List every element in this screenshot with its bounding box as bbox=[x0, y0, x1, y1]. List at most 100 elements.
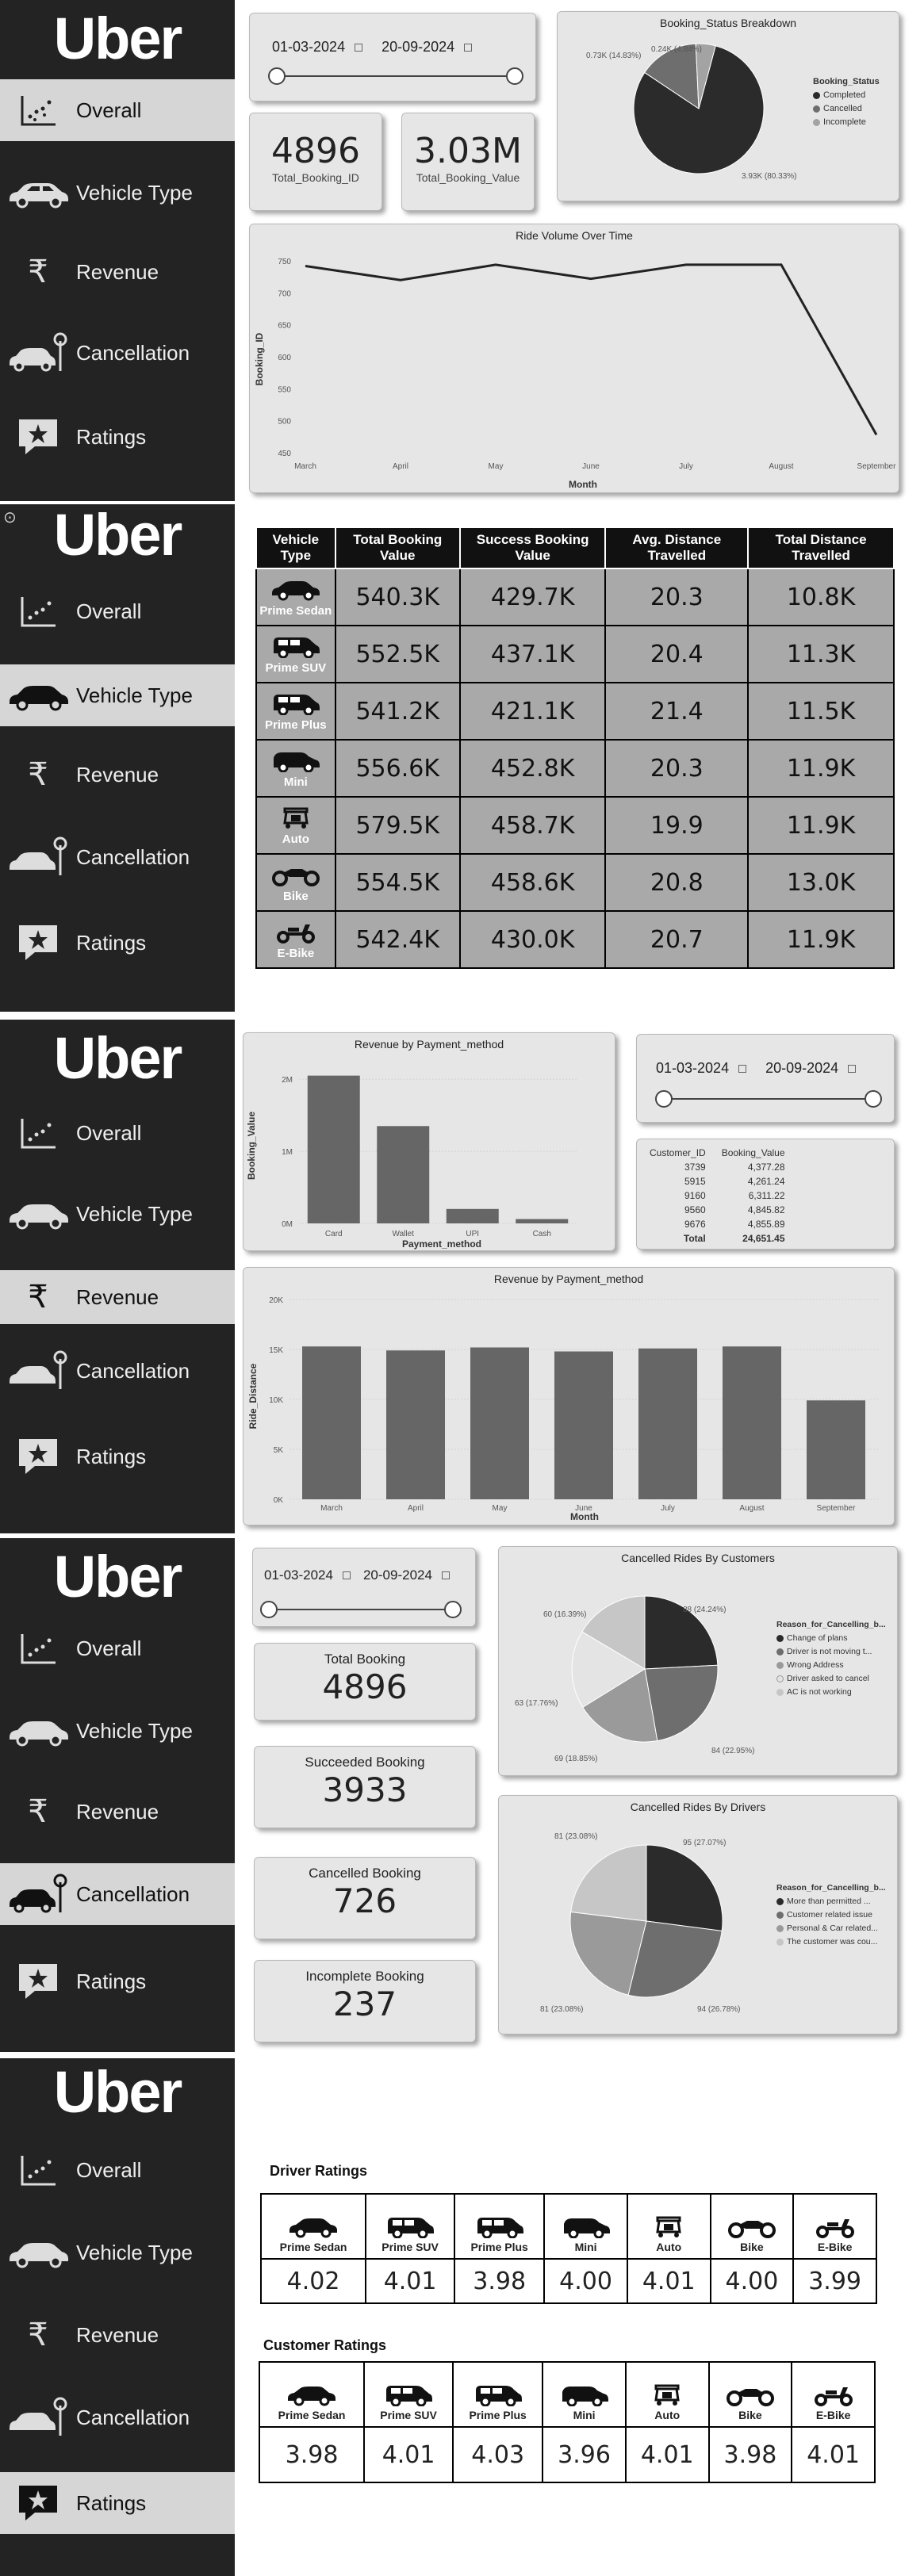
bar[interactable] bbox=[470, 1347, 529, 1499]
pie-slice[interactable] bbox=[644, 1595, 719, 1670]
legend-item[interactable]: The customer was cou... bbox=[776, 1935, 886, 1949]
pie-slice[interactable] bbox=[695, 43, 716, 109]
bar[interactable] bbox=[386, 1350, 445, 1499]
nav-revenue[interactable]: ₹ Revenue bbox=[0, 1781, 235, 1843]
table-row[interactable]: E-Bike 542.4K 430.0K 20.7 11.9K bbox=[255, 910, 895, 969]
nav-revenue[interactable]: ₹ Revenue bbox=[0, 2304, 235, 2366]
pie-slice[interactable] bbox=[569, 1911, 647, 1996]
table-row[interactable]: 5915 4,261.24 bbox=[642, 1174, 793, 1188]
date-slider[interactable] bbox=[655, 1090, 882, 1108]
table-row[interactable]: Prime Plus 541.2K 421.1K 21.4 11.5K bbox=[255, 682, 895, 741]
nav-revenue[interactable]: ₹ Revenue bbox=[0, 241, 235, 303]
date-to-field[interactable]: 20-09-2024 bbox=[765, 1060, 857, 1077]
legend-item[interactable]: Wrong Address bbox=[776, 1659, 886, 1672]
nav-revenue[interactable]: ₹ Revenue bbox=[0, 744, 235, 806]
legend-item[interactable]: Incomplete bbox=[813, 116, 880, 129]
nav-overall[interactable]: Overall bbox=[0, 1617, 235, 1679]
legend-item[interactable]: Personal & Car related... bbox=[776, 1922, 886, 1935]
nav-overall[interactable]: Overall bbox=[0, 2139, 235, 2201]
back-arrow-icon[interactable]: ⊙ bbox=[3, 507, 17, 526]
bar[interactable] bbox=[446, 1208, 499, 1223]
slider-handle-end[interactable] bbox=[444, 1601, 462, 1618]
table-row[interactable]: 9560 4,845.82 bbox=[642, 1203, 793, 1217]
column-header[interactable]: Total Booking Value bbox=[334, 526, 461, 569]
nav-ratings[interactable]: Ratings bbox=[0, 912, 235, 974]
table-row[interactable]: Prime SUV 552.5K 437.1K 20.4 11.3K bbox=[255, 625, 895, 683]
calendar-icon[interactable] bbox=[738, 1064, 747, 1073]
bar[interactable] bbox=[807, 1400, 865, 1499]
legend-item[interactable]: Cancelled bbox=[813, 102, 880, 116]
bar[interactable] bbox=[377, 1126, 430, 1223]
table-row[interactable]: 9676 4,855.89 bbox=[642, 1217, 793, 1231]
nav-cancellation[interactable]: Cancellation bbox=[0, 1340, 235, 1402]
legend-item[interactable]: Change of plans bbox=[776, 1632, 886, 1645]
pie-slice[interactable] bbox=[627, 1920, 723, 1998]
pie-slice[interactable] bbox=[633, 45, 765, 174]
pie-slice[interactable] bbox=[581, 1668, 658, 1743]
nav-cancellation[interactable]: Cancellation bbox=[0, 2387, 235, 2448]
date-slicer[interactable]: 01-03-2024 20-09-2024 bbox=[249, 13, 536, 101]
legend-item[interactable]: Completed bbox=[813, 89, 880, 102]
table-row[interactable]: Auto 579.5K 458.7K 19.9 11.9K bbox=[255, 796, 895, 855]
date-to-field[interactable]: 20-09-2024 bbox=[381, 39, 473, 56]
calendar-icon[interactable] bbox=[441, 1571, 450, 1579]
nav-vehicle-type[interactable]: Vehicle Type bbox=[0, 664, 235, 726]
slider-handle-start[interactable] bbox=[268, 67, 286, 85]
table-row[interactable]: 3739 4,377.28 bbox=[642, 1160, 793, 1174]
nav-revenue[interactable]: ₹ Revenue bbox=[0, 1270, 235, 1324]
pie-slice[interactable] bbox=[644, 1664, 719, 1742]
nav-ratings[interactable]: Ratings bbox=[0, 2472, 235, 2534]
column-header[interactable]: Total Distance Travelled bbox=[747, 526, 895, 569]
calendar-icon[interactable] bbox=[464, 43, 473, 52]
bar[interactable] bbox=[554, 1351, 613, 1499]
pie-slice[interactable] bbox=[581, 1595, 646, 1670]
nav-ratings[interactable]: Ratings bbox=[0, 1950, 235, 2012]
nav-vehicle-type[interactable]: Vehicle Type bbox=[0, 2222, 235, 2283]
legend-item[interactable]: More than permitted ... bbox=[776, 1895, 886, 1908]
table-row[interactable]: Prime Sedan 540.3K 429.7K 20.3 10.8K bbox=[255, 568, 895, 626]
date-from-field[interactable]: 01-03-2024 bbox=[656, 1060, 747, 1077]
nav-cancellation[interactable]: Cancellation bbox=[0, 322, 235, 384]
slider-handle-end[interactable] bbox=[865, 1090, 882, 1108]
bar[interactable] bbox=[638, 1348, 697, 1499]
series-line[interactable] bbox=[305, 263, 878, 436]
date-slicer[interactable]: 01-03-2024 20-09-2024 bbox=[636, 1034, 895, 1123]
date-slider[interactable] bbox=[260, 1601, 462, 1618]
nav-overall[interactable]: Overall bbox=[0, 1102, 235, 1164]
legend-item[interactable]: Driver is not moving t... bbox=[776, 1645, 886, 1659]
calendar-icon[interactable] bbox=[848, 1064, 857, 1073]
table-row[interactable]: Mini 556.6K 452.8K 20.3 11.9K bbox=[255, 739, 895, 798]
date-to-field[interactable]: 20-09-2024 bbox=[363, 1567, 450, 1583]
date-slider[interactable] bbox=[268, 67, 523, 85]
bar[interactable] bbox=[307, 1075, 360, 1223]
nav-vehicle-type[interactable]: Vehicle Type bbox=[0, 1183, 235, 1245]
nav-ratings[interactable]: Ratings bbox=[0, 406, 235, 468]
nav-ratings[interactable]: Ratings bbox=[0, 1426, 235, 1487]
table-row[interactable]: 9160 6,311.22 bbox=[642, 1188, 793, 1203]
date-slicer[interactable]: 01-03-2024 20-09-2024 bbox=[252, 1548, 476, 1627]
table-row[interactable]: Bike 554.5K 458.6K 20.8 13.0K bbox=[255, 853, 895, 912]
nav-overall[interactable]: Overall bbox=[0, 79, 235, 141]
bar[interactable] bbox=[723, 1346, 781, 1499]
calendar-icon[interactable] bbox=[355, 43, 363, 52]
bar[interactable] bbox=[302, 1346, 361, 1499]
slider-handle-end[interactable] bbox=[506, 67, 523, 85]
slider-handle-start[interactable] bbox=[260, 1601, 278, 1618]
nav-vehicle-type[interactable]: Vehicle Type bbox=[0, 162, 235, 224]
column-header[interactable]: Vehicle Type bbox=[255, 526, 336, 569]
date-from-field[interactable]: 01-03-2024 bbox=[264, 1567, 351, 1583]
nav-cancellation[interactable]: Cancellation bbox=[0, 826, 235, 888]
column-header[interactable]: Success Booking Value bbox=[458, 526, 607, 569]
nav-cancellation[interactable]: Cancellation bbox=[0, 1863, 235, 1925]
pie-slice[interactable] bbox=[570, 1844, 647, 1922]
date-from-field[interactable]: 01-03-2024 bbox=[272, 39, 363, 56]
legend-item[interactable]: Driver asked to cancel bbox=[776, 1672, 886, 1686]
column-header[interactable]: Avg. Distance Travelled bbox=[604, 526, 750, 569]
legend-item[interactable]: AC is not working bbox=[776, 1686, 886, 1699]
nav-vehicle-type[interactable]: Vehicle Type bbox=[0, 1700, 235, 1762]
legend-item[interactable]: Customer related issue bbox=[776, 1908, 886, 1922]
slider-handle-start[interactable] bbox=[655, 1090, 673, 1108]
nav-overall[interactable]: Overall bbox=[0, 580, 235, 642]
column-header[interactable]: Customer_ID bbox=[650, 1147, 706, 1158]
column-header[interactable]: Booking_Value bbox=[721, 1147, 785, 1158]
